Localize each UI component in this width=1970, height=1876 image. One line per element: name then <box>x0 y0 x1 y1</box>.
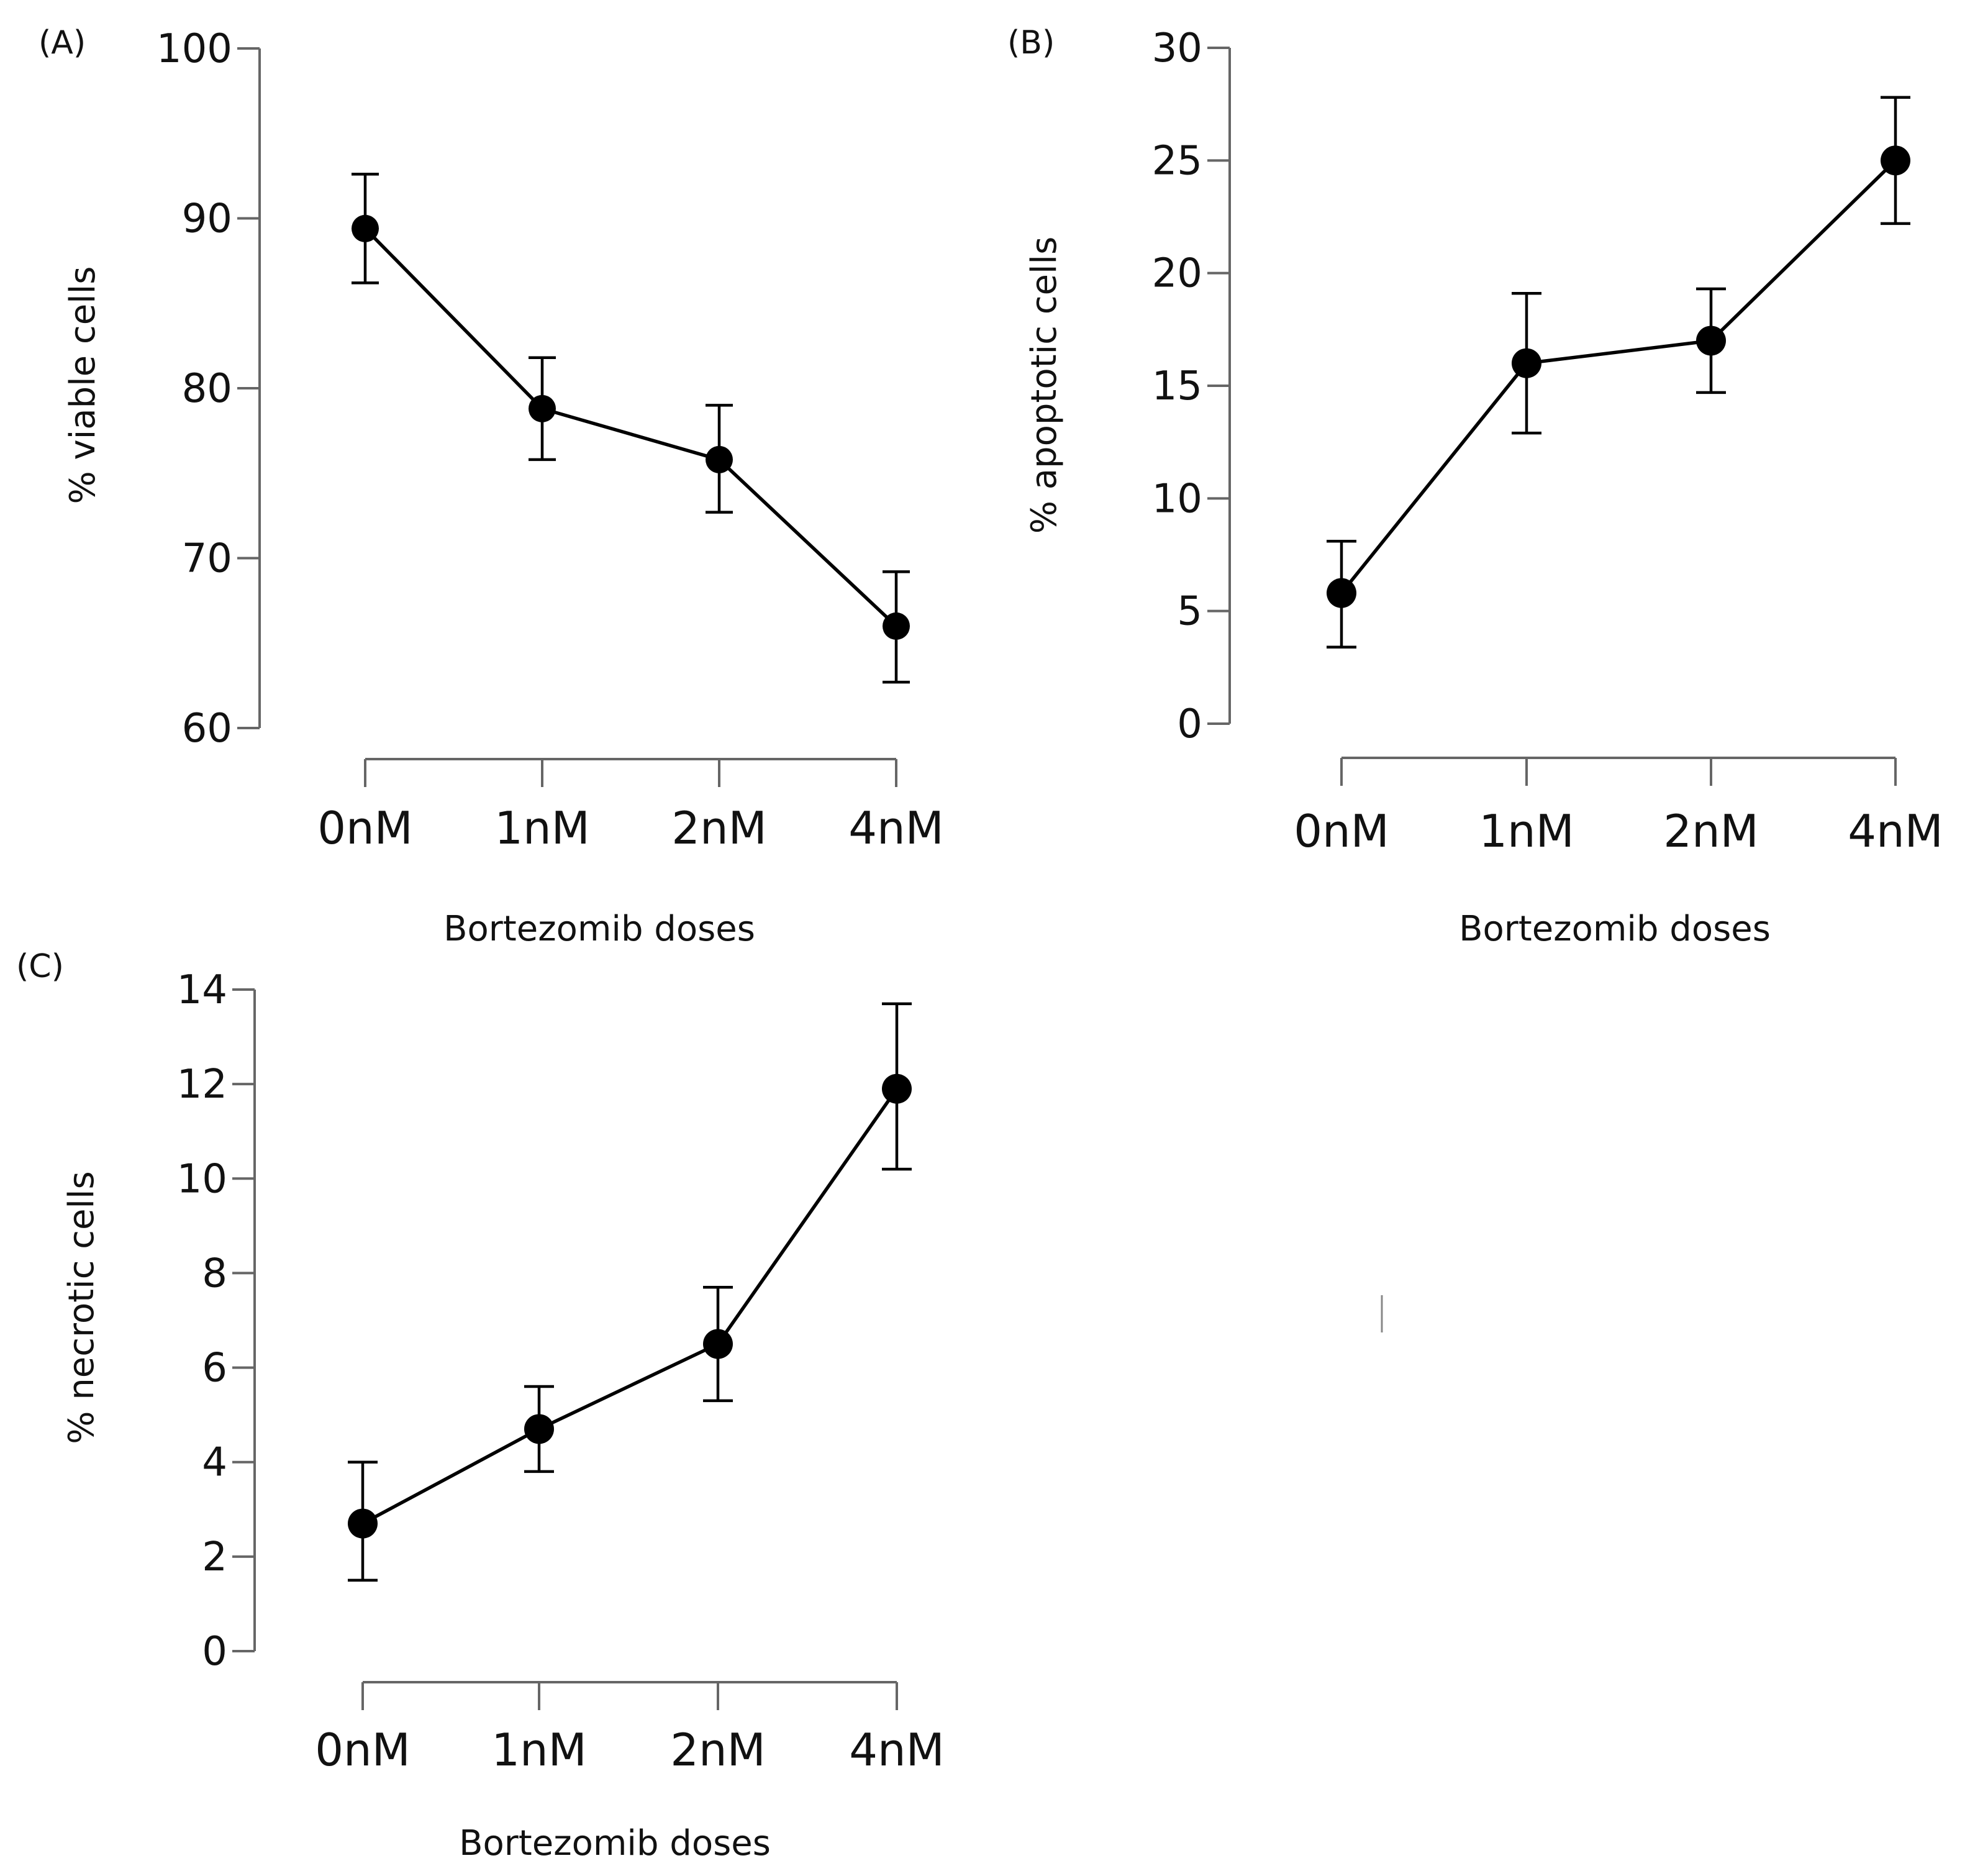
panel-b-data-point <box>1327 578 1356 608</box>
panel-c-x-axis-title: Bortezomib doses <box>459 1823 771 1864</box>
panel-b-x-tick-label: 1nM <box>1479 805 1574 857</box>
panel-c-x-tick-label: 1nM <box>491 1724 587 1776</box>
panel-c-y-tick-label: 14 <box>177 967 227 1013</box>
panel-a-y-axis-title: % viable cells <box>63 266 103 504</box>
panel-b-y-tick-label: 15 <box>1152 363 1202 409</box>
panel-c-y-axis-title: % necrotic cells <box>61 1171 102 1444</box>
panel-b-x-axis-title: Bortezomib doses <box>1459 909 1771 949</box>
panel-c-y-tick-label: 4 <box>202 1440 227 1486</box>
panel-b-y-tick-label: 30 <box>1152 25 1202 71</box>
panel-c-x-tick-label: 4nM <box>849 1724 945 1776</box>
panel-a-x-axis-title: Bortezomib doses <box>443 909 755 949</box>
panel-a-y-tick-label: 60 <box>182 706 232 752</box>
panel-c-x-tick-label: 2nM <box>670 1724 766 1776</box>
panel-c-y-tick-label: 8 <box>202 1250 227 1296</box>
panel-c-data-point <box>348 1508 378 1539</box>
panel-c-y-tick-label: 12 <box>177 1062 227 1108</box>
panel-b-x-tick-label: 4nM <box>1848 805 1943 857</box>
panel-a-plot: 60 70 80 90 100 0nM 1nM 2nM 4nM <box>157 26 944 854</box>
panel-a-x-tick-label: 0nM <box>317 802 413 854</box>
panel-b-series-line <box>1340 159 1897 594</box>
panel-a: (A) % viable cells Bortezomib doses 60 70… <box>39 24 944 949</box>
panel-a-tag: (A) <box>39 24 86 61</box>
panel-b-y-tick-label: 0 <box>1177 701 1202 747</box>
panel-a-y-tick-label: 70 <box>182 536 232 582</box>
panel-b-x-tick-label: 2nM <box>1663 805 1759 857</box>
panel-a-series-line <box>364 227 897 627</box>
panel-a-data-point <box>529 394 556 422</box>
panel-c-tag: (C) <box>16 948 64 985</box>
panel-a-y-tick-label: 100 <box>157 26 232 72</box>
panel-b-plot: 0 5 10 15 20 25 30 0nM 1nM 2nM 4nM <box>1152 25 1943 857</box>
panel-a-x-tick-label: 1nM <box>494 802 590 854</box>
panel-c-plot: 0 2 4 6 8 10 12 14 0nM 1nM 2nM 4nM <box>177 967 945 1776</box>
panel-c-y-tick-label: 2 <box>202 1534 227 1580</box>
panel-a-data-point <box>352 214 379 242</box>
panel-b-data-point <box>1512 348 1541 378</box>
panel-b-x-tick-label: 0nM <box>1294 805 1389 857</box>
panel-a-x-tick-label: 2nM <box>671 802 767 854</box>
panel-b-data-point <box>1881 145 1910 176</box>
panel-c: (C) % necrotic cells Bortezomib doses 0 2… <box>16 948 945 1864</box>
panel-b-y-axis-title: % apoptotic cells <box>1024 237 1064 534</box>
panel-c-x-tick-label: 0nM <box>315 1724 411 1776</box>
panel-b-y-tick-label: 10 <box>1152 476 1202 522</box>
panel-a-y-tick-label: 80 <box>182 366 232 412</box>
panel-c-data-point <box>882 1073 912 1104</box>
panel-a-data-point <box>706 445 733 473</box>
panel-c-data-point <box>703 1329 733 1359</box>
panel-b-y-tick-label: 25 <box>1152 138 1202 184</box>
panel-a-data-point <box>883 612 910 640</box>
panel-c-series-line <box>361 1088 899 1526</box>
panel-b-y-tick-label: 20 <box>1152 251 1202 297</box>
panel-c-y-tick-label: 6 <box>202 1346 227 1391</box>
panel-c-data-point <box>524 1414 554 1444</box>
panel-a-y-tick-label: 90 <box>182 196 232 242</box>
panel-a-x-tick-label: 4nM <box>848 802 944 854</box>
panel-c-y-tick-label: 10 <box>177 1156 227 1202</box>
panel-b-tag: (B) <box>1007 24 1055 61</box>
panel-b-y-tick-label: 5 <box>1177 589 1202 635</box>
panel-b-data-point <box>1696 326 1726 356</box>
panel-b: (B) % apoptotic cells Bortezomib doses 0… <box>1007 24 1943 949</box>
panel-c-y-tick-label: 0 <box>202 1629 227 1675</box>
